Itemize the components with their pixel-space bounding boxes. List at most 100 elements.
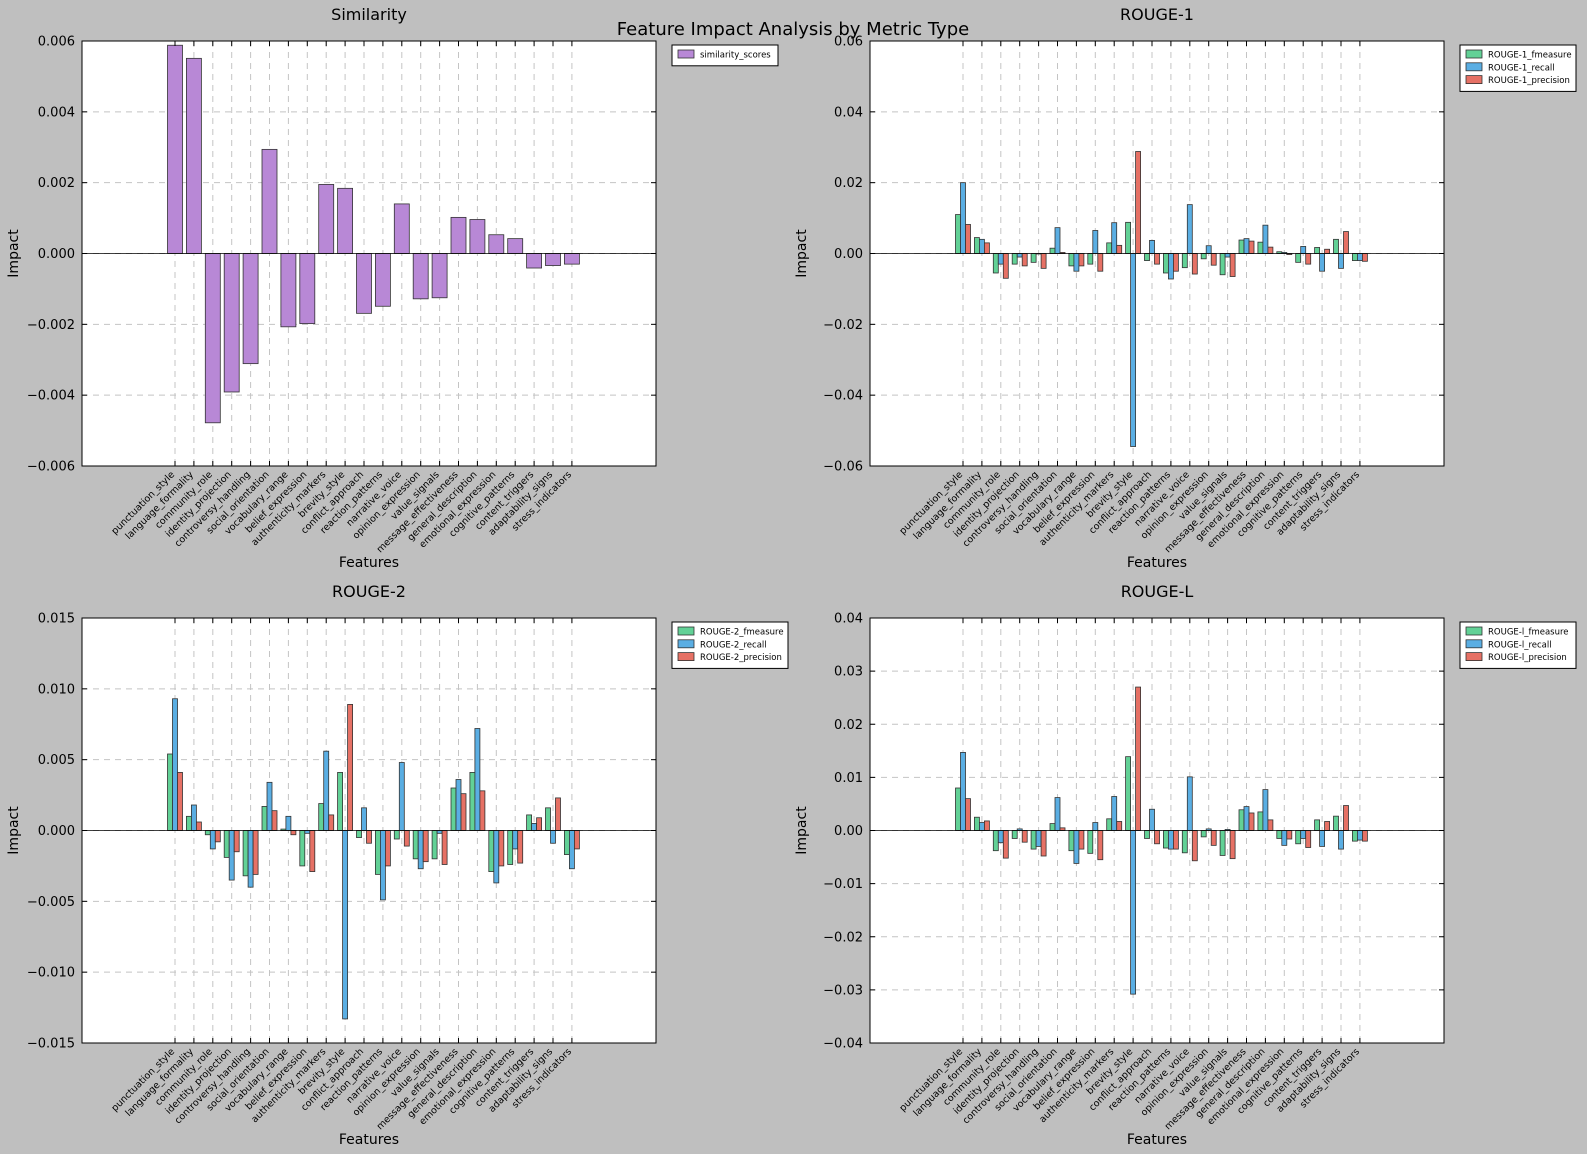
bar-ROUGE-2_fmeasure-authenticity_markers — [318, 803, 325, 831]
bar-ROUGE-2_precision-community_role — [214, 830, 221, 843]
bar-ROUGE-l_fmeasure-vocabulary_range — [1068, 830, 1075, 852]
bar-ROUGE-2_recall-cognitive_patterns — [512, 830, 519, 850]
figure-title: Feature Impact Analysis by Metric Type — [617, 19, 969, 40]
legend: ROUGE-l_fmeasure ROUGE-l_recall ROUGE-l_pr… — [1459, 621, 1577, 669]
legend: similarity_scores — [671, 44, 779, 67]
bar-ROUGE-l_fmeasure-stress_indicators — [1352, 830, 1358, 842]
bar-ROUGE-1_precision-adaptability_signs — [1343, 231, 1349, 254]
bar-ROUGE-2_precision-identity_projection — [233, 830, 240, 853]
bar-ROUGE-1_recall-adaptability_signs — [1338, 253, 1344, 269]
bar-ROUGE-1_recall-conflict_approach — [1149, 239, 1155, 254]
bar-ROUGE-2_precision-punctuation_style — [177, 772, 183, 831]
legend-swatch — [1465, 75, 1483, 84]
bar-ROUGE-l_fmeasure-message_effectiveness — [1238, 809, 1245, 831]
bar-ROUGE-l_recall-authenticity_markers — [1111, 796, 1118, 831]
y-tick-label: −0.04 — [823, 389, 863, 404]
bar-ROUGE-1_recall-cognitive_patterns — [1300, 246, 1307, 254]
bar-similarity_scores-stress_indicators — [564, 253, 580, 265]
y-tick-label: 0.000 — [38, 247, 75, 262]
bar-ROUGE-l_fmeasure-content_triggers — [1314, 819, 1320, 831]
y-tick-label: 0.000 — [38, 824, 75, 839]
legend-label: ROUGE-l_precision — [1488, 653, 1567, 663]
bar-ROUGE-2_recall-message_effectiveness — [455, 779, 462, 831]
chart-title: ROUGE-2 — [332, 582, 406, 601]
legend-swatch — [1465, 639, 1483, 649]
bar-ROUGE-l_recall-cognitive_patterns — [1300, 830, 1307, 839]
bar-ROUGE-2_fmeasure-content_triggers — [526, 814, 532, 831]
bar-ROUGE-2_precision-controversy_handling — [252, 830, 259, 875]
bar-ROUGE-l_precision-identity_projection — [1021, 830, 1028, 843]
bar-ROUGE-1_fmeasure-message_effectiveness — [1238, 239, 1245, 254]
y-tick-label: −0.02 — [823, 318, 863, 333]
bar-ROUGE-l_precision-content_triggers — [1324, 821, 1330, 831]
y-tick-label: 0.004 — [38, 105, 75, 120]
bar-ROUGE-2_precision-stress_indicators — [574, 830, 580, 850]
y-axis-label: Impact — [6, 229, 22, 278]
bar-ROUGE-1_recall-vocabulary_range — [1073, 253, 1080, 272]
chart-panel-2: −0.06−0.04−0.020.000.020.040.06punctuati… — [794, 5, 1577, 571]
bar-ROUGE-l_precision-authenticity_markers — [1116, 821, 1123, 831]
bar-ROUGE-2_fmeasure-value_signals — [431, 830, 438, 860]
bar-ROUGE-2_precision-conflict_approach — [366, 830, 372, 844]
y-tick-label: 0.03 — [834, 665, 863, 680]
bar-ROUGE-l_fmeasure-value_signals — [1219, 830, 1226, 856]
bar-ROUGE-1_fmeasure-content_triggers — [1314, 247, 1320, 254]
x-axis-label: Features — [339, 555, 399, 571]
bar-ROUGE-l_fmeasure-language_formality — [974, 816, 980, 831]
chart-panel-1: −0.006−0.004−0.0020.0000.0020.0040.006pu… — [6, 5, 779, 571]
bar-ROUGE-2_precision-authenticity_markers — [328, 814, 335, 831]
bar-ROUGE-1_fmeasure-social_orientation — [1049, 247, 1056, 254]
chart-panel-3: −0.015−0.010−0.0050.0000.0050.0100.015pu… — [6, 582, 789, 1148]
bar-ROUGE-l_precision-cognitive_patterns — [1305, 830, 1312, 848]
bar-similarity_scores-social_orientation — [261, 148, 278, 254]
legend-label: ROUGE-l_recall — [1488, 640, 1552, 650]
bar-ROUGE-1_recall-community_role — [997, 253, 1004, 265]
bar-ROUGE-l_fmeasure-adaptability_signs — [1333, 815, 1339, 831]
bar-ROUGE-2_fmeasure-narrative_voice — [393, 830, 400, 840]
y-tick-label: 0.005 — [38, 753, 75, 768]
bar-ROUGE-l_recall-adaptability_signs — [1338, 830, 1344, 850]
bar-ROUGE-1_recall-value_signals — [1224, 253, 1231, 258]
bar-ROUGE-l_precision-punctuation_style — [965, 798, 971, 831]
legend-swatch — [677, 626, 695, 636]
bar-ROUGE-2_fmeasure-community_role — [204, 830, 211, 836]
legend-label: ROUGE-1_fmeasure — [1488, 51, 1572, 61]
bar-ROUGE-1_recall-message_effectiveness — [1243, 238, 1250, 254]
bar-ROUGE-2_precision-content_triggers — [536, 817, 542, 831]
bar-similarity_scores-emotional_expression — [488, 234, 505, 254]
bar-ROUGE-1_fmeasure-value_signals — [1219, 253, 1226, 276]
bar-ROUGE-1_recall-content_triggers — [1319, 253, 1325, 272]
bar-ROUGE-2_precision-narrative_voice — [403, 830, 410, 847]
bar-ROUGE-l_fmeasure-brevity_style — [1125, 756, 1131, 831]
bar-ROUGE-l_recall-language_formality — [979, 822, 985, 831]
bar-ROUGE-1_precision-stress_indicators — [1362, 253, 1368, 262]
x-axis-label: Features — [1127, 555, 1187, 571]
bar-similarity_scores-brevity_style — [337, 187, 354, 254]
legend-label: ROUGE-1_recall — [1488, 63, 1555, 73]
bar-ROUGE-2_fmeasure-general_description — [469, 772, 476, 831]
bar-ROUGE-l_fmeasure-social_orientation — [1049, 823, 1056, 831]
bar-ROUGE-2_fmeasure-belief_expression — [299, 830, 306, 867]
bar-similarity_scores-language_formality — [185, 57, 202, 254]
bar-ROUGE-2_fmeasure-message_effectiveness — [450, 787, 457, 831]
bar-ROUGE-l_recall-narrative_voice — [1186, 776, 1193, 831]
bar-ROUGE-2_recall-controversy_handling — [247, 830, 254, 888]
bar-ROUGE-1_recall-opinion_expression — [1205, 245, 1212, 254]
bar-ROUGE-1_fmeasure-brevity_style — [1125, 221, 1131, 254]
bar-ROUGE-l_fmeasure-punctuation_style — [955, 787, 961, 831]
bar-similarity_scores-cognitive_patterns — [507, 238, 524, 254]
y-tick-label: 0.015 — [38, 612, 75, 627]
x-axis-label: Features — [1127, 1132, 1187, 1148]
bar-ROUGE-l_recall-message_effectiveness — [1243, 806, 1250, 831]
y-tick-label: 0.06 — [834, 35, 863, 50]
y-axis-label: Impact — [6, 806, 22, 855]
bar-ROUGE-2_recall-punctuation_style — [172, 698, 178, 831]
bar-ROUGE-l_recall-stress_indicators — [1357, 830, 1363, 841]
bar-similarity_scores-identity_projection — [223, 253, 240, 393]
y-tick-label: −0.04 — [823, 1037, 863, 1052]
bar-ROUGE-1_precision-cognitive_patterns — [1305, 253, 1312, 265]
bar-ROUGE-1_recall-brevity_style — [1130, 253, 1136, 447]
bar-ROUGE-1_precision-punctuation_style — [965, 224, 971, 254]
bar-ROUGE-l_precision-adaptability_signs — [1343, 805, 1349, 831]
bar-ROUGE-2_recall-content_triggers — [531, 823, 537, 831]
